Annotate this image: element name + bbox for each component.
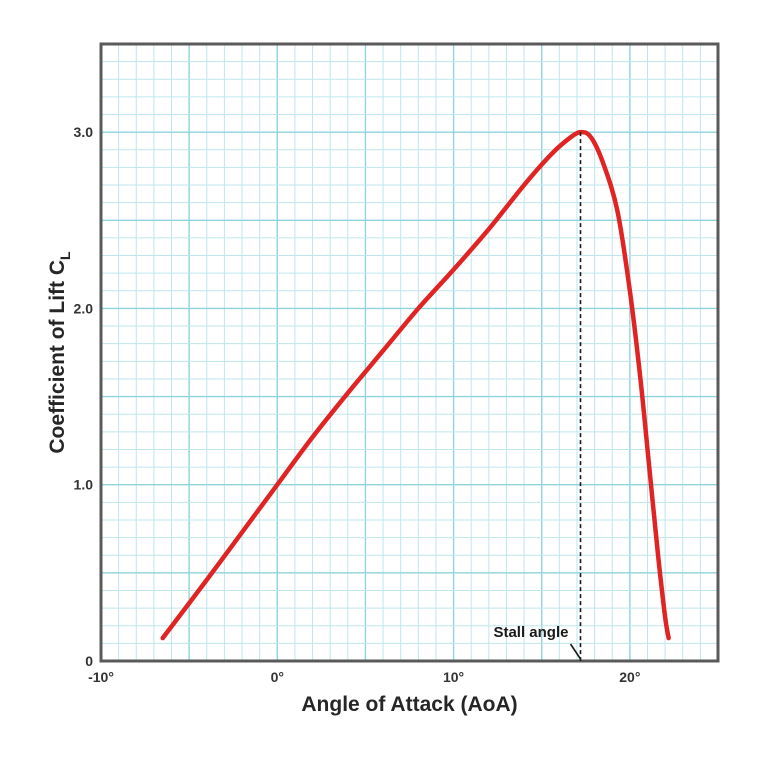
stall-angle-label: Stall angle — [493, 624, 568, 641]
x-tick-label: 0° — [271, 669, 284, 685]
tick-labels: -10° 0° 10° 20° 0 1.0 2.0 3.0 — [74, 124, 641, 685]
series-layer — [160, 129, 671, 641]
y-axis-title-subscript: L — [57, 251, 73, 260]
y-axis-title-main: Coefficient of Lift C — [46, 260, 69, 454]
grid — [100, 43, 719, 662]
x-tick-label: 10° — [443, 669, 464, 685]
y-tick-label: 1.0 — [74, 477, 94, 493]
y-axis-title: Coefficient of Lift CL — [46, 251, 73, 454]
stall-pointer-line — [569, 643, 582, 660]
annotation-layer: Stall angle — [493, 132, 582, 661]
x-axis-title: Angle of Attack (AoA) — [301, 693, 517, 716]
x-tick-label: 20° — [619, 669, 640, 685]
y-tick-label: 3.0 — [74, 124, 94, 140]
y-tick-label: 2.0 — [74, 300, 94, 316]
x-tick-label: -10° — [88, 669, 114, 685]
series-line-0 — [160, 129, 671, 641]
plot-frame — [99, 42, 720, 663]
y-tick-label: 0 — [85, 653, 93, 669]
